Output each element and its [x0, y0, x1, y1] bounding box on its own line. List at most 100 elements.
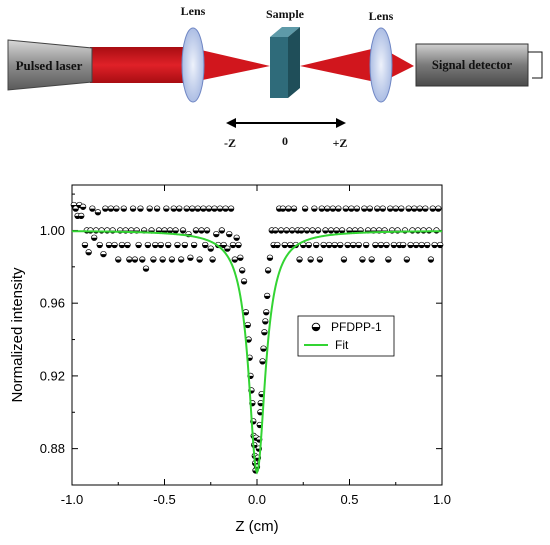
data-point [181, 241, 189, 249]
right-lens-icon [369, 27, 393, 103]
data-point [301, 205, 309, 212]
data-point [261, 329, 268, 336]
data-point [359, 256, 366, 263]
data-point [205, 205, 213, 212]
data-point [79, 203, 87, 210]
data-point [374, 205, 381, 212]
data-point [231, 256, 238, 263]
data-point [153, 205, 161, 212]
data-point [283, 227, 290, 234]
data-point [361, 205, 368, 212]
data-point [311, 205, 318, 212]
data-point [144, 241, 152, 249]
data-point [412, 241, 420, 249]
data-point [91, 234, 98, 241]
data-point [139, 256, 146, 263]
data-point [100, 250, 107, 258]
data-point [313, 241, 320, 249]
legend-marker-pfdpp-1 [311, 322, 321, 332]
data-point [411, 205, 418, 212]
data-point [159, 256, 166, 263]
data-point [157, 241, 164, 249]
data-point [105, 241, 113, 249]
data-point [85, 249, 92, 256]
data-point [387, 205, 394, 212]
data-point [126, 256, 133, 263]
x-tick-label: 0.0 [248, 492, 266, 507]
data-point [290, 205, 298, 212]
data-point [200, 205, 207, 212]
data-point [281, 241, 288, 249]
data-point [207, 245, 214, 252]
data-point [407, 241, 414, 249]
data-point [320, 241, 327, 249]
data-point [245, 336, 252, 343]
data-point [309, 227, 316, 234]
data-point [163, 205, 170, 212]
data-point [131, 256, 139, 263]
sample-side-face [288, 27, 300, 98]
data-point [277, 227, 285, 234]
data-point [216, 205, 224, 212]
data-point [329, 205, 337, 212]
data-point [166, 227, 174, 234]
data-point [324, 205, 331, 212]
x-tick-label: -0.5 [153, 492, 175, 507]
beam-diverging [300, 47, 380, 83]
data-point [78, 212, 85, 220]
data-point [437, 241, 444, 249]
data-point [198, 227, 205, 234]
data-point [377, 241, 385, 249]
x-axis-ticks: -1.0 -0.5 0.0 0.5 1.0 [61, 185, 451, 507]
data-point [335, 205, 342, 212]
data-point [124, 241, 131, 249]
data-point [348, 205, 355, 212]
data-point [209, 256, 216, 263]
data-point [403, 256, 411, 263]
data-point [229, 241, 237, 249]
right-lens-label: Lens [369, 9, 394, 23]
data-point [363, 241, 370, 249]
data-point [202, 241, 209, 249]
data-point [316, 256, 324, 263]
data-point [244, 321, 251, 329]
legend-box [297, 315, 395, 357]
data-point [257, 400, 264, 407]
data-point [385, 256, 392, 263]
data-point [115, 256, 122, 263]
z-axis-arrowhead-left [226, 118, 236, 128]
data-point [344, 241, 351, 249]
data-point [289, 227, 296, 234]
data-point [89, 205, 96, 212]
data-point [211, 205, 218, 212]
data-point [260, 345, 267, 352]
data-point [102, 205, 109, 212]
data-point [416, 205, 423, 212]
data-point [94, 209, 102, 216]
data-point [379, 205, 386, 212]
data-point [372, 241, 379, 249]
data-point [259, 358, 266, 365]
data-point [187, 254, 194, 261]
data-point [342, 205, 349, 212]
x-axis-label: Z (cm) [235, 518, 278, 535]
data-point [177, 256, 185, 263]
data-point [190, 241, 198, 249]
x-tick-label: 0.5 [340, 492, 358, 507]
pulsed-laser-label: Pulsed laser [16, 58, 83, 73]
data-point [152, 241, 159, 249]
data-point [337, 241, 344, 249]
data-point [429, 205, 436, 212]
data-point [331, 241, 338, 249]
data-point [405, 205, 412, 212]
data-point [314, 227, 322, 234]
data-point [353, 205, 361, 212]
data-point [237, 254, 244, 261]
data-point [137, 205, 144, 212]
y-axis-ticks: 0.88 0.92 0.96 1.00 [40, 193, 442, 486]
data-point [257, 409, 264, 416]
beam-laser-to-lens [90, 47, 188, 83]
data-point [383, 241, 390, 249]
data-point [240, 278, 248, 285]
